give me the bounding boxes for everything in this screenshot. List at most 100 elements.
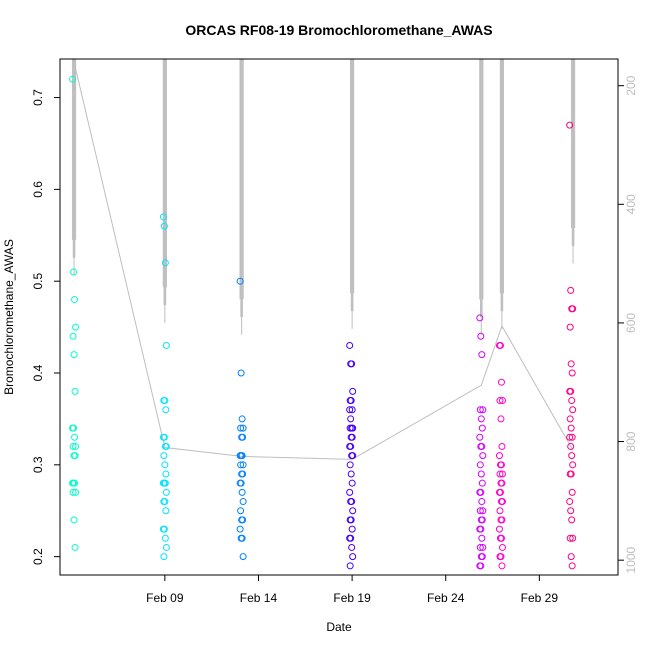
right-tick-label: 200 bbox=[624, 75, 638, 95]
data-point bbox=[346, 424, 354, 432]
data-point bbox=[161, 534, 169, 542]
altitude-leg-line bbox=[73, 61, 574, 460]
right-tick-label: 600 bbox=[624, 313, 638, 333]
altitude-trace bbox=[71, 59, 576, 460]
data-point bbox=[239, 516, 247, 524]
data-point bbox=[72, 442, 80, 450]
data-point bbox=[498, 516, 506, 524]
data-point bbox=[239, 553, 247, 561]
data-point bbox=[239, 498, 247, 506]
data-point bbox=[476, 406, 484, 414]
x-tick-label: Feb 14 bbox=[240, 591, 278, 605]
data-point bbox=[349, 424, 357, 432]
x-tick-label: Feb 29 bbox=[521, 591, 559, 605]
data-point bbox=[569, 406, 577, 414]
data-point bbox=[568, 452, 576, 460]
data-point bbox=[346, 406, 354, 414]
data-point bbox=[239, 461, 247, 469]
data-point bbox=[567, 553, 575, 561]
data-point bbox=[162, 488, 170, 496]
data-point bbox=[479, 543, 487, 551]
data-point bbox=[568, 516, 576, 524]
data-point bbox=[348, 360, 356, 368]
data-point bbox=[497, 534, 505, 542]
data-point bbox=[567, 424, 575, 432]
data-point bbox=[162, 341, 170, 349]
data-point bbox=[160, 222, 168, 230]
data-point bbox=[495, 525, 503, 533]
x-tick-label: Feb 09 bbox=[146, 591, 184, 605]
data-point bbox=[71, 387, 79, 395]
x-tick-label: Feb 19 bbox=[333, 591, 371, 605]
y-axis-label: Bromochloromethane_AWAS bbox=[2, 239, 16, 395]
data-point bbox=[160, 525, 168, 533]
data-point bbox=[496, 341, 504, 349]
data-point bbox=[478, 534, 486, 542]
data-point bbox=[161, 397, 169, 405]
x-axis-label: Date bbox=[326, 620, 352, 634]
data-point bbox=[348, 406, 356, 414]
data-point bbox=[161, 461, 169, 469]
series-RF08 bbox=[69, 75, 80, 551]
data-point bbox=[238, 488, 246, 496]
data-point bbox=[497, 415, 505, 423]
data-point bbox=[238, 415, 246, 423]
data-point bbox=[498, 479, 506, 487]
data-point bbox=[71, 296, 79, 304]
data-point bbox=[477, 562, 485, 570]
series-RF11 bbox=[346, 341, 357, 570]
data-point bbox=[568, 488, 576, 496]
data-point bbox=[478, 516, 486, 524]
data-point bbox=[348, 543, 356, 551]
data-point bbox=[71, 479, 79, 487]
data-point bbox=[476, 433, 484, 441]
data-point bbox=[566, 415, 574, 423]
data-point bbox=[70, 351, 78, 359]
data-point bbox=[476, 314, 484, 322]
series-RF12 bbox=[476, 314, 487, 570]
data-point bbox=[236, 277, 244, 285]
series-RF09 bbox=[159, 213, 170, 561]
data-point bbox=[477, 332, 485, 340]
data-point bbox=[162, 543, 170, 551]
data-point bbox=[162, 442, 170, 450]
data-point bbox=[160, 433, 168, 441]
data-point bbox=[498, 498, 506, 506]
data-point bbox=[160, 553, 168, 561]
data-point bbox=[476, 543, 484, 551]
data-point bbox=[346, 461, 354, 469]
data-point bbox=[496, 397, 504, 405]
data-point bbox=[567, 286, 575, 294]
data-point bbox=[237, 369, 245, 377]
data-point bbox=[238, 452, 246, 460]
data-point bbox=[478, 553, 486, 561]
data-point bbox=[498, 470, 506, 478]
data-point bbox=[567, 387, 575, 395]
right-tick-label: 800 bbox=[624, 431, 638, 451]
data-point bbox=[346, 562, 354, 570]
data-point bbox=[348, 433, 356, 441]
data-point bbox=[71, 433, 79, 441]
data-point bbox=[497, 378, 505, 386]
data-point bbox=[161, 259, 169, 267]
data-point bbox=[567, 507, 575, 515]
data-point bbox=[568, 397, 576, 405]
data-point bbox=[496, 488, 504, 496]
y-tick-label: 0.7 bbox=[31, 89, 45, 106]
data-point bbox=[238, 534, 246, 542]
data-point bbox=[347, 516, 355, 524]
data-point bbox=[479, 452, 487, 460]
data-point bbox=[70, 516, 78, 524]
data-point bbox=[237, 507, 245, 515]
data-point bbox=[236, 525, 244, 533]
data-point bbox=[161, 498, 169, 506]
data-point bbox=[476, 507, 484, 515]
data-point bbox=[71, 543, 79, 551]
data-point bbox=[70, 268, 78, 276]
data-point bbox=[69, 442, 77, 450]
data-point bbox=[478, 479, 486, 487]
y-tick-label: 0.3 bbox=[31, 456, 45, 473]
data-point bbox=[567, 470, 575, 478]
series-RF10 bbox=[236, 277, 247, 561]
